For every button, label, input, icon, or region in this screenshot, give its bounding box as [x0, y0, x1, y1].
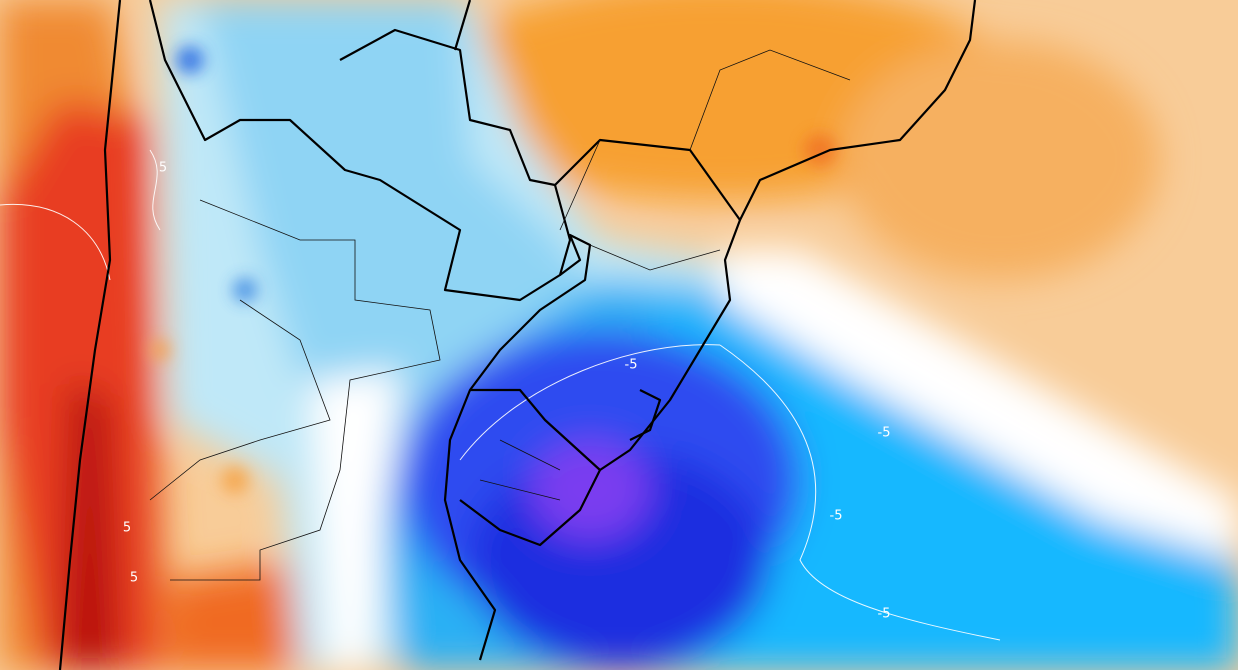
contour-label: -5: [625, 358, 638, 373]
borders: [58, 0, 977, 670]
contours: [0, 149, 1001, 641]
contour-label: -5: [830, 509, 843, 524]
contour-label: 5: [130, 571, 138, 586]
contour-label: -5: [878, 426, 891, 441]
contour-labels: 5 5 5 -5 -5 -5 -5: [123, 161, 891, 622]
contour-label: 5: [159, 161, 167, 176]
contour-label: 5: [123, 521, 131, 536]
contour-label: -5: [878, 607, 891, 622]
